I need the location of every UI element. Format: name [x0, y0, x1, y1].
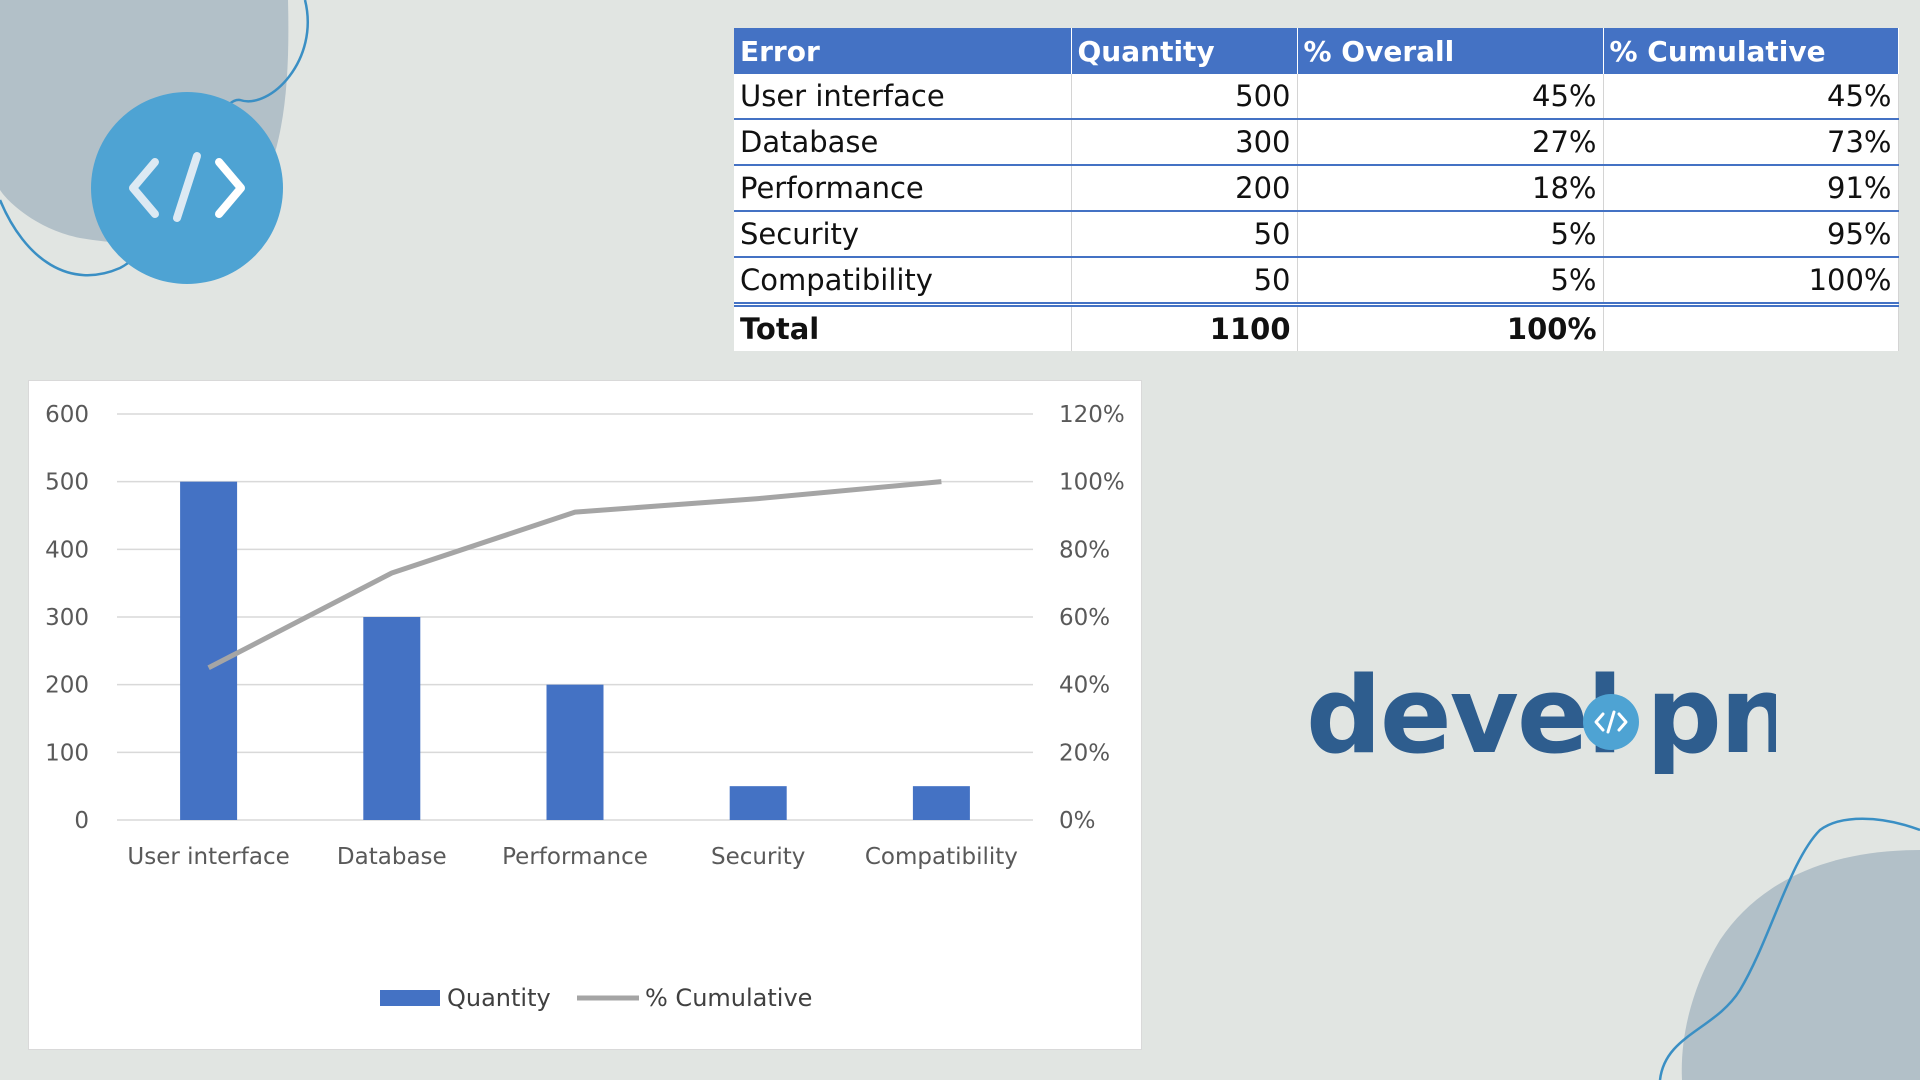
y-right-tick-label: 20%	[1059, 740, 1110, 766]
y-right-tick-label: 0%	[1059, 808, 1096, 834]
y-left-tick-label: 500	[45, 470, 89, 496]
cell-quantity: 500	[1071, 74, 1298, 120]
cell-overall: 5%	[1297, 211, 1604, 258]
cell-cumulative: 100%	[1603, 257, 1899, 307]
x-tick-label: User interface	[127, 844, 289, 870]
y-right-tick-label: 40%	[1059, 673, 1110, 699]
cell-cumulative: 73%	[1603, 119, 1899, 166]
code-badge	[91, 92, 283, 284]
header-cumulative: % Cumulative	[1603, 28, 1899, 74]
y-left-tick-label: 600	[45, 402, 89, 428]
x-tick-label: Performance	[502, 844, 648, 870]
code-icon	[129, 152, 245, 222]
pareto-chart: 0 100 200 300 400 500 600 0% 20% 40% 60% 80% 100% 120…	[28, 380, 1142, 1050]
bar-quantity	[363, 617, 421, 820]
bar-quantity	[912, 786, 970, 820]
legend-label-quantity: Quantity	[447, 984, 551, 1012]
table-total-row: Total 1100 100%	[734, 304, 1899, 351]
cell-error: User interface	[734, 74, 1072, 120]
cell-cumulative: 95%	[1603, 211, 1899, 258]
cell-overall: 45%	[1297, 74, 1604, 120]
header-quantity: Quantity	[1071, 28, 1298, 74]
legend-label-cumulative: % Cumulative	[645, 984, 812, 1012]
cell-quantity: 200	[1071, 165, 1298, 212]
cell-error: Performance	[734, 165, 1072, 212]
chart-svg: 0 100 200 300 400 500 600 0% 20% 40% 60% 80% 100% 120…	[45, 402, 1125, 1012]
x-tick-label: Compatibility	[865, 844, 1018, 870]
cell-quantity: 300	[1071, 119, 1298, 166]
y-right-tick-label: 120%	[1059, 402, 1125, 428]
cell-cumulative: 91%	[1603, 165, 1899, 212]
y-left-tick-label: 0	[74, 808, 89, 834]
y-left-tick-label: 400	[45, 537, 89, 563]
cell-quantity: 50	[1071, 257, 1298, 307]
y-left-tick-label: 200	[45, 673, 89, 699]
logo-text-right: pn	[1646, 660, 1776, 777]
cell-error: Security	[734, 211, 1072, 258]
bottom-right-blob	[1681, 850, 1920, 1080]
header-overall: % Overall	[1297, 28, 1604, 74]
developn-logo: devel pn	[1306, 654, 1795, 780]
bar-quantity	[180, 481, 238, 820]
cell-error: Database	[734, 119, 1072, 166]
cell-overall: 18%	[1297, 165, 1604, 212]
logo-svg: devel pn	[1306, 654, 1795, 777]
cell-overall: 27%	[1297, 119, 1604, 166]
logo-code-icon	[1594, 710, 1628, 734]
logo-text-left: devel	[1306, 660, 1621, 777]
table-row: Performance 200 18% 91%	[734, 165, 1899, 212]
cell-error: Compatibility	[734, 257, 1072, 307]
total-quantity: 1100	[1071, 304, 1298, 351]
bar-quantity	[546, 684, 604, 820]
table-row: Database 300 27% 73%	[734, 119, 1899, 166]
y-right-tick-label: 80%	[1059, 537, 1110, 563]
total-cumulative	[1603, 304, 1899, 351]
table-row: Security 50 5% 95%	[734, 211, 1899, 258]
table-header-row: Error Quantity % Overall % Cumulative	[734, 28, 1899, 74]
cell-overall: 5%	[1297, 257, 1604, 307]
y-right-tick-label: 60%	[1059, 605, 1110, 631]
bar-quantity	[729, 786, 787, 820]
table-row: Compatibility 50 5% 100%	[734, 257, 1899, 307]
table-row: User interface 500 45% 45%	[734, 74, 1899, 120]
y-left-tick-label: 300	[45, 605, 89, 631]
x-tick-label: Security	[711, 844, 805, 870]
bottom-right-swoosh	[1658, 817, 1920, 1080]
total-label: Total	[734, 304, 1072, 351]
cell-quantity: 50	[1071, 211, 1298, 258]
line-cumulative	[207, 479, 942, 670]
cell-cumulative: 45%	[1603, 74, 1899, 120]
y-right-tick-label: 100%	[1059, 470, 1125, 496]
total-overall: 100%	[1297, 304, 1604, 351]
error-table: Error Quantity % Overall % Cumulative Us…	[734, 28, 1899, 351]
legend-swatch-quantity	[380, 990, 440, 1006]
header-error: Error	[734, 28, 1072, 74]
y-left-tick-label: 100	[45, 740, 89, 766]
x-tick-label: Database	[337, 844, 447, 870]
